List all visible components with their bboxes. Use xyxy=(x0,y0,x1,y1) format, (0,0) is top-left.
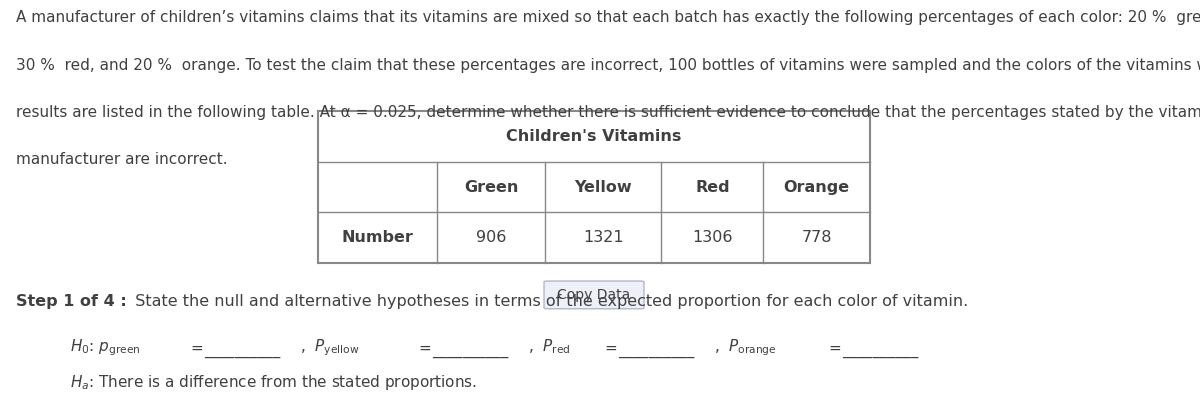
Text: __________: __________ xyxy=(618,343,695,358)
Text: ,  $P_{\mathsf{orange}}$: , $P_{\mathsf{orange}}$ xyxy=(714,337,776,358)
Text: Copy Data: Copy Data xyxy=(557,288,631,302)
Text: $=$: $=$ xyxy=(826,339,841,354)
Text: 1321: 1321 xyxy=(583,230,624,245)
Text: __________: __________ xyxy=(204,343,281,358)
Text: Children's Vitamins: Children's Vitamins xyxy=(506,129,682,144)
Text: Green: Green xyxy=(464,180,518,194)
Text: __________: __________ xyxy=(842,343,919,358)
Text: State the null and alternative hypotheses in terms of the expected proportion fo: State the null and alternative hypothese… xyxy=(125,294,968,309)
Text: $H_a$: There is a difference from the stated proportions.: $H_a$: There is a difference from the st… xyxy=(70,373,476,392)
Text: Orange: Orange xyxy=(784,180,850,194)
Text: $=$: $=$ xyxy=(602,339,618,354)
Text: Step 1 of 4 :: Step 1 of 4 : xyxy=(16,294,126,309)
Text: 30 %  red, and 20 %  orange. To test the claim that these percentages are incorr: 30 % red, and 20 % orange. To test the c… xyxy=(16,58,1200,72)
Text: manufacturer are incorrect.: manufacturer are incorrect. xyxy=(16,152,227,167)
Text: Number: Number xyxy=(342,230,413,245)
Text: __________: __________ xyxy=(432,343,509,358)
FancyBboxPatch shape xyxy=(544,281,644,309)
Text: $H_0$: $p_{\mathsf{green}}$: $H_0$: $p_{\mathsf{green}}$ xyxy=(70,337,140,358)
Text: $=$: $=$ xyxy=(188,339,204,354)
Text: ,  $P_{\mathsf{red}}$: , $P_{\mathsf{red}}$ xyxy=(528,337,570,356)
Text: 778: 778 xyxy=(802,230,832,245)
Text: A manufacturer of children’s vitamins claims that its vitamins are mixed so that: A manufacturer of children’s vitamins cl… xyxy=(16,10,1200,25)
Text: 1306: 1306 xyxy=(692,230,733,245)
Text: Yellow: Yellow xyxy=(575,180,632,194)
Text: ,  $P_{\mathsf{yellow}}$: , $P_{\mathsf{yellow}}$ xyxy=(300,337,359,358)
Text: $=$: $=$ xyxy=(416,339,432,354)
Text: 906: 906 xyxy=(476,230,506,245)
Text: Red: Red xyxy=(695,180,730,194)
Text: results are listed in the following table. At α = 0.025, determine whether there: results are listed in the following tabl… xyxy=(16,105,1200,120)
